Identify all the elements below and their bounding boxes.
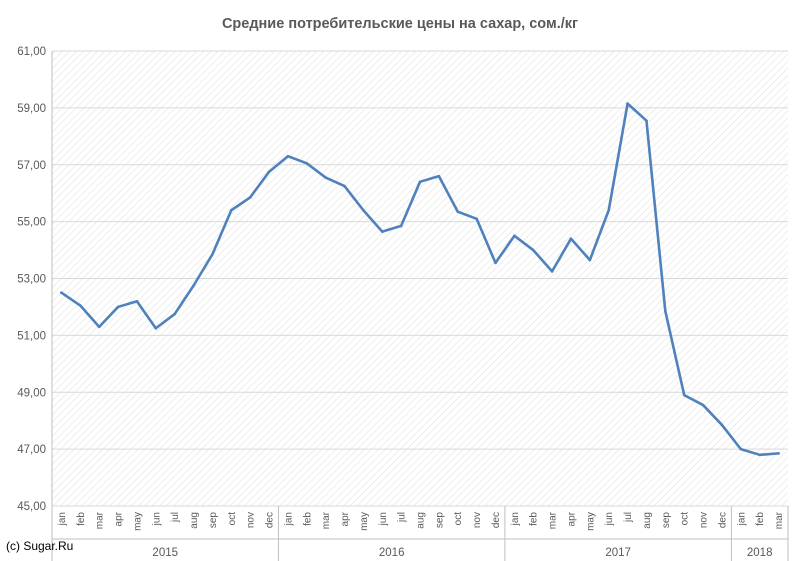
x-tick-label: jun bbox=[378, 512, 389, 526]
x-tick-label: dec bbox=[717, 512, 728, 528]
y-tick-label: 49,00 bbox=[17, 387, 46, 399]
x-tick-label: jun bbox=[151, 512, 162, 526]
x-tick-label: dec bbox=[265, 512, 276, 528]
year-group-label: 2016 bbox=[379, 547, 405, 559]
y-tick-label: 53,00 bbox=[17, 274, 46, 286]
x-tick-label: jan bbox=[736, 512, 747, 526]
data-point bbox=[626, 102, 629, 105]
chart-title: Средние потребительские цены на сахар, с… bbox=[221, 16, 579, 32]
data-point bbox=[664, 309, 667, 313]
x-tick-label: apr bbox=[566, 511, 577, 526]
data-point bbox=[399, 224, 403, 228]
x-tick-label: mar bbox=[321, 511, 332, 529]
x-tick-label: feb bbox=[755, 512, 766, 526]
credit-text: (c) Sugar.Ru bbox=[6, 539, 74, 553]
x-tick-label: sep bbox=[434, 512, 445, 529]
y-tick-label: 47,00 bbox=[17, 444, 46, 456]
x-tick-label: mar bbox=[774, 511, 785, 529]
x-tick-label: oct bbox=[680, 512, 691, 526]
year-group-label: 2015 bbox=[152, 547, 178, 559]
data-point bbox=[248, 196, 252, 199]
data-point bbox=[777, 452, 780, 455]
data-point bbox=[192, 284, 195, 287]
data-point bbox=[79, 304, 82, 307]
data-point bbox=[569, 237, 573, 240]
data-point bbox=[475, 217, 478, 221]
x-tick-label: apr bbox=[340, 511, 351, 526]
y-tick-label: 57,00 bbox=[17, 160, 46, 172]
data-point bbox=[456, 210, 460, 213]
data-point bbox=[588, 258, 592, 262]
x-tick-label: may bbox=[585, 512, 596, 531]
data-point bbox=[682, 393, 686, 397]
y-tick-label: 51,00 bbox=[17, 330, 46, 342]
data-point bbox=[267, 170, 271, 174]
data-point bbox=[418, 180, 422, 184]
data-point bbox=[739, 447, 743, 451]
year-group-label: 2018 bbox=[747, 547, 773, 559]
x-tick-label: may bbox=[359, 512, 370, 531]
data-point bbox=[720, 423, 724, 427]
x-tick-label: jul bbox=[397, 512, 408, 523]
x-tick-label: dec bbox=[491, 512, 502, 528]
data-point bbox=[211, 253, 214, 256]
data-point bbox=[758, 453, 761, 457]
x-tick-label: nov bbox=[699, 512, 710, 528]
data-point bbox=[154, 326, 158, 330]
data-point bbox=[173, 312, 176, 316]
data-point bbox=[286, 154, 290, 158]
data-point bbox=[380, 230, 384, 233]
x-tick-label: mar bbox=[548, 511, 559, 529]
x-tick-label: feb bbox=[76, 512, 87, 526]
x-tick-label: jan bbox=[57, 512, 68, 526]
data-point bbox=[607, 208, 611, 212]
data-point bbox=[550, 270, 554, 273]
x-tick-label: may bbox=[132, 512, 143, 531]
data-point bbox=[531, 248, 535, 252]
data-point bbox=[116, 305, 120, 309]
x-tick-label: sep bbox=[208, 512, 219, 529]
x-tick-label: oct bbox=[227, 512, 238, 526]
x-tick-label: aug bbox=[189, 512, 200, 529]
x-tick-label: jun bbox=[604, 512, 615, 526]
data-point bbox=[305, 162, 309, 165]
x-tick-label: feb bbox=[529, 512, 540, 526]
data-point bbox=[343, 184, 346, 188]
data-point bbox=[60, 291, 63, 295]
data-point bbox=[229, 208, 233, 212]
x-tick-label: oct bbox=[453, 512, 464, 526]
data-point bbox=[437, 174, 441, 178]
data-point bbox=[97, 325, 101, 329]
x-tick-label: jul bbox=[623, 512, 634, 523]
year-group-label: 2017 bbox=[605, 547, 631, 559]
x-tick-label: jul bbox=[170, 512, 181, 523]
data-point bbox=[324, 176, 327, 179]
data-point bbox=[362, 208, 365, 212]
x-tick-label: mar bbox=[95, 511, 106, 529]
y-tick-label: 59,00 bbox=[17, 103, 46, 115]
data-point bbox=[701, 403, 705, 407]
data-point bbox=[135, 299, 139, 303]
x-tick-label: aug bbox=[642, 512, 653, 529]
x-tick-label: aug bbox=[416, 512, 427, 529]
x-tick-label: apr bbox=[114, 511, 125, 526]
y-tick-label: 55,00 bbox=[17, 217, 46, 229]
data-point bbox=[513, 234, 516, 238]
y-tick-label: 45,00 bbox=[17, 501, 46, 513]
x-tick-label: jan bbox=[510, 512, 521, 526]
x-tick-label: nov bbox=[472, 512, 483, 528]
x-tick-label: sep bbox=[661, 512, 672, 529]
x-tick-label: nov bbox=[246, 512, 257, 528]
x-tick-label: jan bbox=[283, 512, 294, 526]
data-point bbox=[494, 261, 497, 265]
data-point bbox=[645, 119, 648, 122]
x-tick-label: feb bbox=[302, 512, 313, 526]
y-tick-label: 61,00 bbox=[17, 46, 46, 58]
